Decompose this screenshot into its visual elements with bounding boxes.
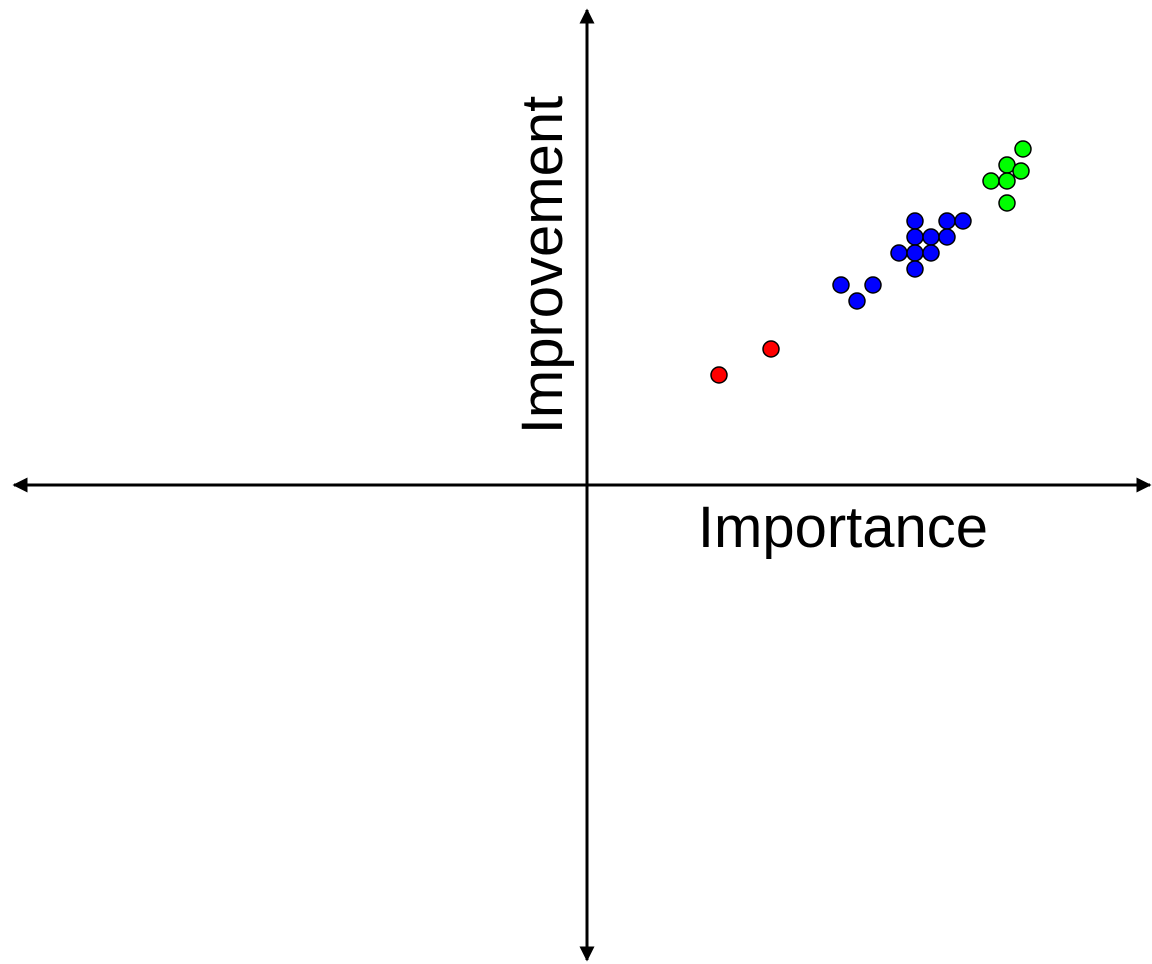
point [938, 212, 956, 230]
point [906, 212, 924, 230]
point [1014, 140, 1032, 158]
point [982, 172, 1000, 190]
x-axis-label: Importance [698, 495, 988, 560]
y-axis-label: Improvement [510, 96, 575, 434]
point [1012, 162, 1030, 180]
point [848, 292, 866, 310]
point [998, 194, 1016, 212]
point [906, 244, 924, 262]
point [922, 228, 940, 246]
point [998, 172, 1016, 190]
point [832, 276, 850, 294]
point [762, 340, 780, 358]
point [710, 366, 728, 384]
point [890, 244, 908, 262]
point [864, 276, 882, 294]
point [906, 228, 924, 246]
point [906, 260, 924, 278]
point [954, 212, 972, 230]
point [922, 244, 940, 262]
point [938, 228, 956, 246]
